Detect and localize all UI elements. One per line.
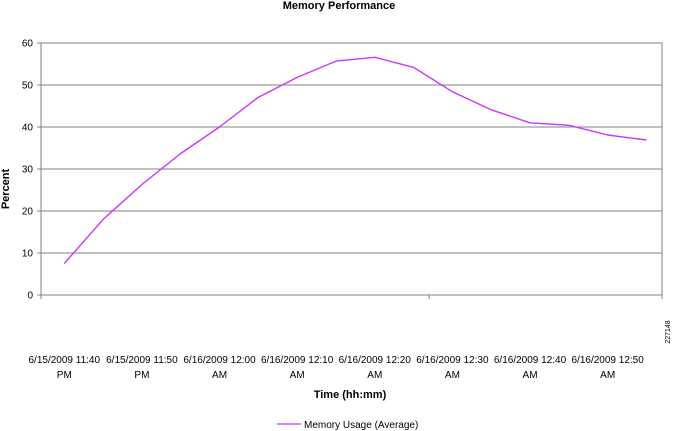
x-tick-label-ampm: AM [212, 370, 227, 381]
x-tick-label: 6/16/2009 12:40 [494, 355, 567, 366]
y-axis-title: Percent [0, 168, 12, 209]
y-tick-label: 20 [22, 207, 34, 218]
legend-label: Memory Usage (Average) [304, 420, 418, 431]
y-axis-ticks: 0 10 20 30 40 50 60 [22, 39, 41, 302]
x-tick-label: 6/16/2009 12:20 [339, 355, 412, 366]
y-tick-label: 60 [22, 39, 34, 50]
x-tick-label-ampm: AM [290, 370, 305, 381]
series-layer [63, 56, 647, 264]
y-tick-label: 30 [22, 165, 34, 176]
x-tick-label-ampm: AM [445, 370, 460, 381]
chart-title: Memory Performance [283, 0, 396, 12]
x-tick-label: 6/15/2009 11:40 [29, 355, 101, 366]
x-tick-label-ampm: PM [134, 370, 149, 381]
x-axis-title: Time (hh:mm) [314, 389, 387, 401]
series-line-0 [63, 56, 647, 264]
side-id-label: 227148 [665, 320, 672, 343]
x-tick-label-ampm: AM [600, 370, 615, 381]
x-tick-label-ampm: PM [57, 370, 72, 381]
x-axis-ticks: 6/15/2009 11:40 PM 6/15/2009 11:50 PM 6/16/2… [29, 295, 663, 381]
y-tick-label: 0 [27, 291, 33, 302]
x-tick-label: 6/15/2009 11:50 [106, 355, 178, 366]
x-tick-label-ampm: AM [523, 370, 538, 381]
x-tick-label: 6/16/2009 12:30 [416, 355, 489, 366]
y-tick-label: 50 [22, 81, 34, 92]
x-tick-label: 6/16/2009 12:50 [572, 355, 645, 366]
y-tick-label: 40 [22, 123, 34, 134]
x-tick-label-ampm: AM [367, 370, 382, 381]
x-tick-label: 6/16/2009 12:00 [183, 355, 256, 366]
x-tick-label: 6/16/2009 12:10 [261, 355, 334, 366]
legend: Memory Usage (Average) [277, 420, 418, 431]
gridlines [41, 84, 662, 254]
y-tick-label: 10 [22, 249, 34, 260]
